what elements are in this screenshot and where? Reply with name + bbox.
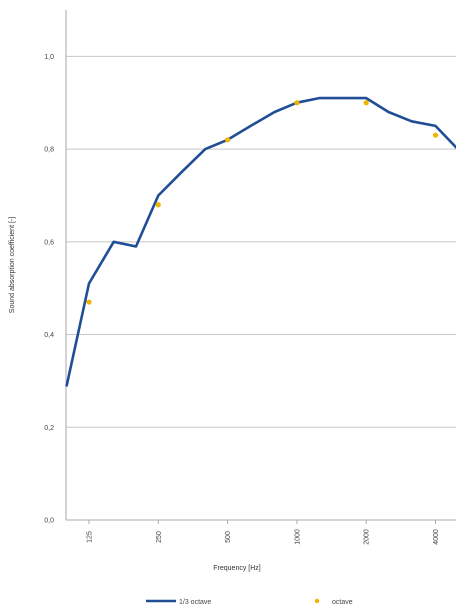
gridlines [66,56,456,427]
x-tick-label: 500 [225,531,232,543]
octave-point [225,137,230,142]
y-tick-label: 1,0 [44,54,54,61]
x-tick-label: 4000 [433,529,440,545]
x-tick-label: 125 [87,531,94,543]
octave-point [364,100,369,105]
x-tick-label: 2000 [364,529,371,545]
y-tick-label: 0,8 [44,147,54,154]
y-axis-title: Sound absorption coefficient [-] [9,217,16,313]
octave-point [156,202,161,207]
octave-point [433,133,438,138]
x-tick-labels: 125 250 500 1000 2000 4000 [87,520,441,545]
legend: 1/3 octave octave [146,599,353,606]
y-tick-label: 0,0 [44,518,54,525]
y-tick-label: 0,6 [44,239,54,246]
legend-label-octave: octave [332,599,353,606]
y-tick-label: 0,4 [44,332,54,339]
x-tick-label: 1000 [294,529,301,545]
x-tick-label: 250 [156,531,163,543]
y-tick-labels: 0,0 0,2 0,4 0,6 0,8 1,0 [44,54,54,525]
legend-marker-swatch [315,599,319,603]
x-axis-title: Frequency [Hz] [213,565,261,572]
octave-point [86,299,91,304]
y-tick-label: 0,2 [44,425,54,432]
legend-label-1-3-octave: 1/3 octave [179,599,211,606]
octave-point [294,100,299,105]
